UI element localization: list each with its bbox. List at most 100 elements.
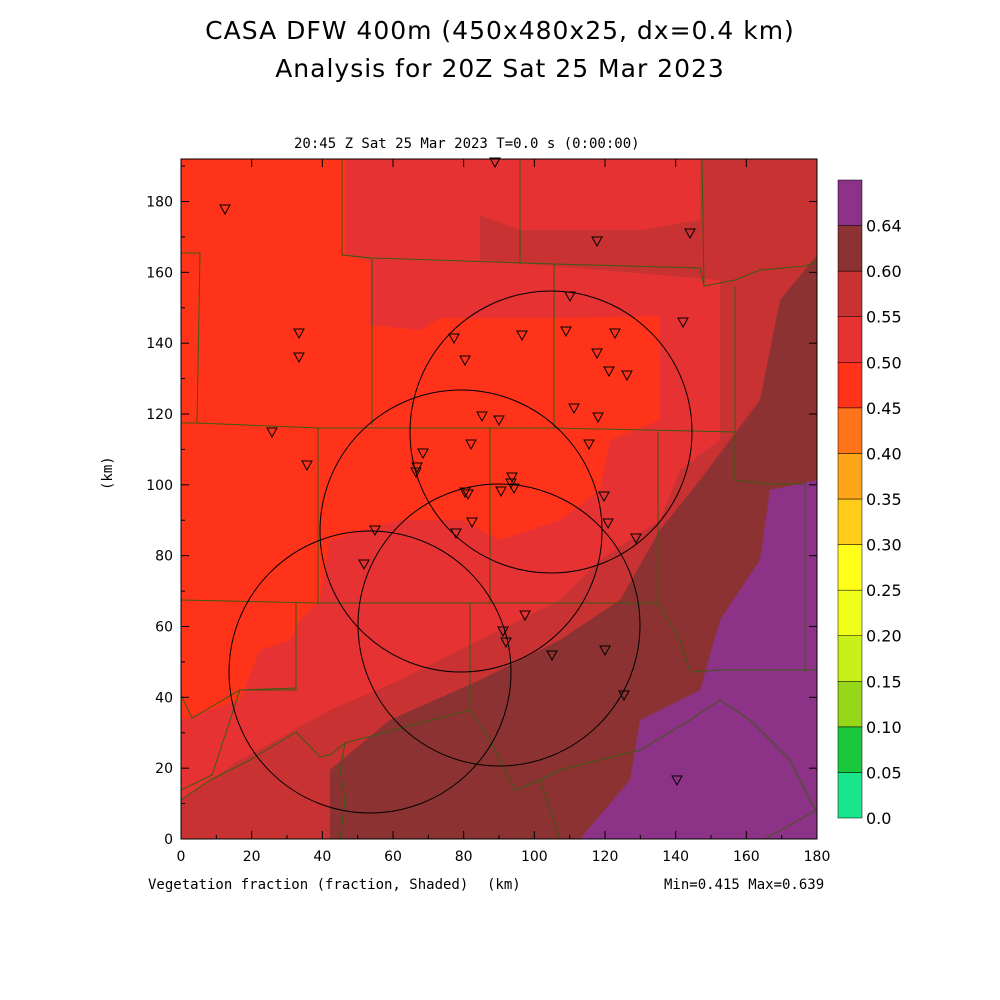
station-marker — [621, 370, 633, 382]
y-tick-label: 80 — [155, 549, 173, 565]
x-axis: 0 20 40 60 80 100 120 140 160 180 — [177, 159, 830, 865]
station-marker — [583, 439, 595, 451]
station-marker — [516, 330, 528, 342]
station-marker — [603, 366, 615, 378]
station-marker — [500, 637, 512, 649]
station-marker — [489, 157, 501, 169]
station-marker — [684, 228, 696, 240]
colorbar-label: 0.45 — [866, 399, 902, 418]
y-tick-label: 140 — [146, 336, 173, 352]
colorbar-label: 0.55 — [866, 308, 902, 327]
field-label: Vegetation fraction (fraction, Shaded) — [148, 877, 469, 893]
shade-region-045-b — [181, 159, 345, 500]
station-marker — [592, 412, 604, 424]
colorbar-swatch — [837, 498, 863, 545]
radar-range-rings — [228, 290, 693, 814]
colorbar-swatch — [837, 270, 863, 317]
station-marker — [568, 403, 580, 415]
colorbar-swatch — [837, 635, 863, 682]
station-marker — [618, 690, 630, 702]
colorbar-label: 0.64 — [866, 217, 902, 236]
x-tick-label: 140 — [662, 849, 689, 865]
county-line — [539, 779, 561, 839]
station-marker — [293, 328, 305, 340]
x-tick-label: 0 — [177, 849, 186, 865]
y-tick-label: 180 — [146, 195, 173, 211]
colorbar-swatch — [837, 772, 863, 819]
colorbar: 0.0 0.05 0.10 0.15 0.20 0.25 0.30 0.35 0.40 0.45 0… — [837, 179, 902, 828]
shade-region-060 — [330, 159, 817, 839]
y-tick-label: 100 — [146, 478, 173, 494]
county-boundaries — [181, 159, 817, 839]
county-line — [295, 603, 471, 758]
colorbar-label: 0.15 — [866, 672, 902, 691]
colorbar-label: 0.10 — [866, 718, 902, 737]
county-line — [181, 599, 817, 673]
station-marker — [495, 486, 507, 498]
station-marker — [301, 460, 313, 472]
station-marker — [410, 467, 422, 479]
colorbar-swatch — [837, 544, 863, 591]
y-tick-label: 60 — [155, 620, 173, 636]
station-marker — [599, 645, 611, 657]
x-tick-label: 60 — [384, 849, 402, 865]
station-marker — [293, 352, 305, 364]
colorbar-swatch — [837, 362, 863, 409]
shade-region-050-north — [430, 159, 700, 230]
station-marker — [497, 626, 509, 638]
county-line — [339, 742, 346, 839]
colorbar-label: 0.40 — [866, 444, 902, 463]
x-tick-label: 160 — [733, 849, 760, 865]
station-marker — [219, 204, 231, 216]
colorbar-label: 0.30 — [866, 536, 902, 555]
county-line — [181, 731, 297, 801]
x-tick-label: 20 — [243, 849, 261, 865]
station-marker — [630, 533, 642, 545]
station-marker — [466, 517, 478, 529]
county-line — [764, 809, 817, 839]
station-marker — [591, 236, 603, 248]
county-line — [469, 699, 817, 813]
y-tick-label: 40 — [155, 690, 173, 706]
station-marker — [560, 326, 572, 338]
station-marker — [671, 775, 683, 787]
y-tick-label: 0 — [164, 832, 173, 848]
county-line — [181, 687, 297, 719]
colorbar-swatch — [837, 589, 863, 636]
station-marker — [591, 348, 603, 360]
county-line — [553, 261, 817, 287]
y-tick-label: 120 — [146, 407, 173, 423]
county-line — [701, 159, 705, 287]
colorbar-label: 0.60 — [866, 262, 902, 281]
y-axis: 0 20 40 60 80 100 120 140 160 180 — [146, 165, 817, 848]
station-marker — [609, 328, 621, 340]
station-marker — [462, 489, 474, 501]
title-line-1: CASA DFW 400m (450x480x25, dx=0.4 km) — [205, 16, 795, 45]
radar-ring — [409, 290, 693, 574]
station-marker — [369, 525, 381, 537]
shade-region-064 — [580, 430, 817, 839]
colorbar-label: 0.0 — [866, 809, 891, 828]
colorbar-label: 0.50 — [866, 353, 902, 372]
station-marker — [564, 291, 576, 303]
y-tick-label: 20 — [155, 761, 173, 777]
x-axis-unit: (km) — [487, 877, 521, 893]
station-marker — [493, 415, 505, 427]
colorbar-swatch — [837, 316, 863, 363]
station-marker — [448, 333, 460, 345]
colorbar-label: 0.20 — [866, 627, 902, 646]
station-marker — [417, 448, 429, 460]
x-tick-label: 100 — [521, 849, 548, 865]
colorbar-swatch — [837, 681, 863, 728]
station-marker — [598, 491, 610, 503]
min-max-readout: Min=0.415 Max=0.639 — [664, 877, 825, 893]
station-marker — [602, 518, 614, 530]
station-marker — [506, 472, 518, 484]
colorbar-label: 0.05 — [866, 763, 902, 782]
colorbar-swatch — [837, 453, 863, 500]
x-tick-label: 120 — [592, 849, 619, 865]
radar-ring — [357, 483, 641, 767]
station-markers — [219, 157, 696, 787]
station-marker — [677, 317, 689, 329]
